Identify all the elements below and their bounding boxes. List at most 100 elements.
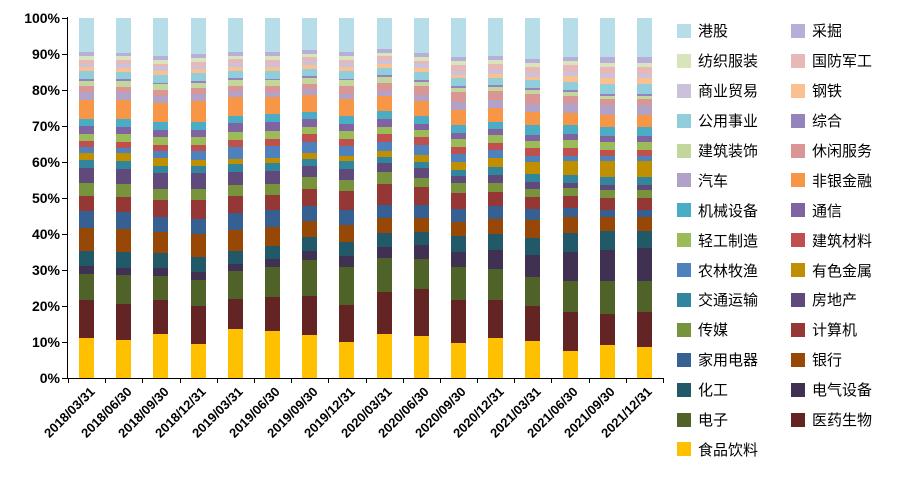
bar-segment — [153, 150, 169, 159]
bar-segment — [190, 137, 206, 146]
stacked-bar — [636, 18, 652, 378]
legend-swatch — [791, 173, 805, 188]
bar-segment — [265, 330, 281, 378]
bar-segment — [562, 82, 578, 90]
bar-segment — [79, 59, 95, 64]
bar-segment — [153, 56, 169, 60]
bar-segment — [636, 161, 652, 177]
bar-segment — [339, 131, 355, 139]
bar-segment — [302, 259, 318, 296]
bar-segment — [636, 149, 652, 156]
bar-segment — [302, 237, 318, 251]
bar-segment — [413, 72, 429, 80]
bar-segment — [227, 263, 243, 272]
bar-segment — [265, 63, 281, 68]
x-tick-mark — [402, 378, 404, 383]
bar-segment — [227, 115, 243, 124]
x-axis-line — [62, 378, 664, 379]
bar-segment — [116, 168, 132, 184]
legend: 港股 纺织服装 商业贸易 公用事业 建筑装饰 汽车 机械设备 轻工制造 农林牧渔 交通运输 传媒 家用… — [677, 16, 901, 464]
bar-segment — [79, 146, 95, 153]
bar-segment — [562, 140, 578, 148]
legend-label: 化工 — [698, 382, 729, 400]
bar-segment — [79, 133, 95, 142]
bar-segment — [413, 168, 429, 178]
x-tick-mark — [216, 378, 218, 383]
bar-segment — [79, 211, 95, 229]
legend-swatch — [791, 352, 805, 367]
legend-label: 建筑装饰 — [698, 143, 759, 160]
bar-segment — [450, 138, 466, 147]
bar-segment — [227, 329, 243, 378]
bar-segment — [116, 52, 132, 57]
bar-segment — [153, 63, 169, 68]
bar-segment — [153, 59, 169, 64]
bar-segment — [488, 60, 504, 65]
bar-segment — [488, 175, 504, 183]
x-tick-mark — [588, 378, 590, 383]
stacked-bar — [599, 18, 615, 378]
stacked-bar — [413, 18, 429, 378]
bar-segment — [413, 245, 429, 259]
bar-segment — [525, 76, 541, 81]
x-axis-labels: 2018/03/31 2018/06/30 2018/09/30 2018/12/31… — [41, 384, 663, 484]
bar-segment — [450, 88, 466, 93]
bar-segment — [488, 64, 504, 70]
legend-swatch — [791, 203, 805, 218]
bar-segment — [116, 126, 132, 135]
bar-segment — [190, 57, 206, 62]
bar-segment — [265, 296, 281, 331]
legend-swatch — [791, 292, 805, 307]
bar-segment — [450, 169, 466, 176]
bar-segment — [450, 125, 466, 133]
bar-segment — [190, 343, 206, 378]
bar-segment — [302, 334, 318, 378]
legend-label: 银行 — [812, 352, 843, 370]
bar-segment — [339, 342, 355, 378]
bar-segment — [636, 56, 652, 63]
bar-segment — [116, 71, 132, 80]
legend-swatch — [677, 382, 691, 397]
y-tick-label: 10% — [31, 334, 60, 350]
x-tick-mark — [328, 378, 330, 383]
bar-segment — [302, 64, 318, 69]
bar-segment — [265, 183, 281, 196]
bar-segment — [413, 79, 429, 82]
bar-segment — [636, 209, 652, 218]
bar-segment — [153, 95, 169, 104]
bar-segment — [116, 197, 132, 213]
bar-segment — [153, 103, 169, 123]
bar-segment — [339, 304, 355, 343]
bar-segment — [302, 83, 318, 90]
legend-label: 电气设备 — [812, 382, 873, 400]
legend-swatch — [677, 292, 691, 307]
bar-segment — [562, 188, 578, 197]
bar-segment — [636, 84, 652, 94]
bar-segment — [302, 126, 318, 135]
bar-segment — [265, 121, 281, 132]
legend-label: 食品饮料 — [698, 441, 759, 459]
bar-segment — [636, 184, 652, 191]
bar-segment — [376, 162, 392, 173]
bar-segment — [525, 62, 541, 67]
bar-segment — [79, 86, 95, 92]
bar-segment — [153, 188, 169, 200]
bar-segment — [339, 78, 355, 81]
legend-swatch — [677, 412, 691, 427]
legend-item: 休闲服务 — [791, 136, 901, 166]
bar-segment — [227, 123, 243, 133]
legend-label: 传媒 — [698, 322, 729, 340]
bar-segment — [525, 255, 541, 277]
bar-segment — [636, 126, 652, 137]
x-tick-mark — [514, 378, 516, 383]
bar-segment — [488, 268, 504, 300]
bar-segment — [599, 155, 615, 162]
bar-segment — [636, 95, 652, 100]
bar-segment — [376, 157, 392, 163]
bar-segment — [116, 134, 132, 142]
bar-segment — [339, 191, 355, 211]
bar-segment — [525, 66, 541, 73]
bar-segment — [562, 103, 578, 113]
legend-label: 国防军工 — [812, 53, 873, 71]
legend-label: 汽车 — [698, 172, 729, 190]
